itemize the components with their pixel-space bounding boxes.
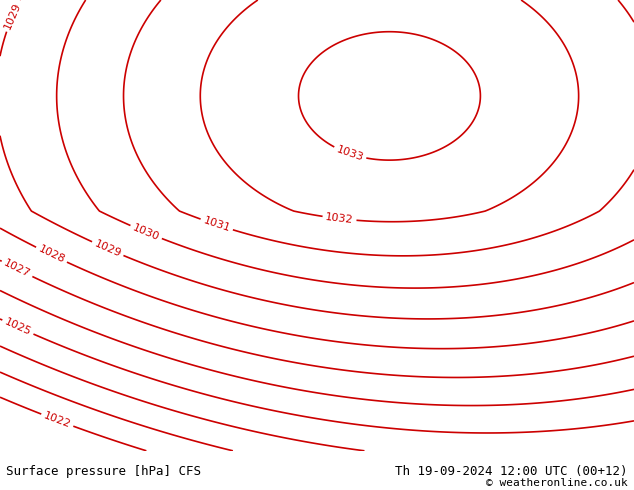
Text: Th 19-09-2024 12:00 UTC (00+12): Th 19-09-2024 12:00 UTC (00+12): [395, 465, 628, 478]
Text: 1032: 1032: [325, 212, 354, 225]
Text: 1025: 1025: [3, 317, 33, 338]
Text: 1029: 1029: [3, 0, 23, 31]
Text: © weatheronline.co.uk: © weatheronline.co.uk: [486, 478, 628, 488]
Text: 1027: 1027: [2, 258, 32, 280]
Text: 1022: 1022: [42, 411, 72, 430]
Text: 1028: 1028: [37, 244, 67, 266]
Text: 1030: 1030: [131, 222, 161, 242]
Text: Surface pressure [hPa] CFS: Surface pressure [hPa] CFS: [6, 465, 202, 478]
Text: 1031: 1031: [202, 216, 231, 234]
Text: 1033: 1033: [335, 145, 365, 163]
Text: 1029: 1029: [93, 239, 122, 259]
